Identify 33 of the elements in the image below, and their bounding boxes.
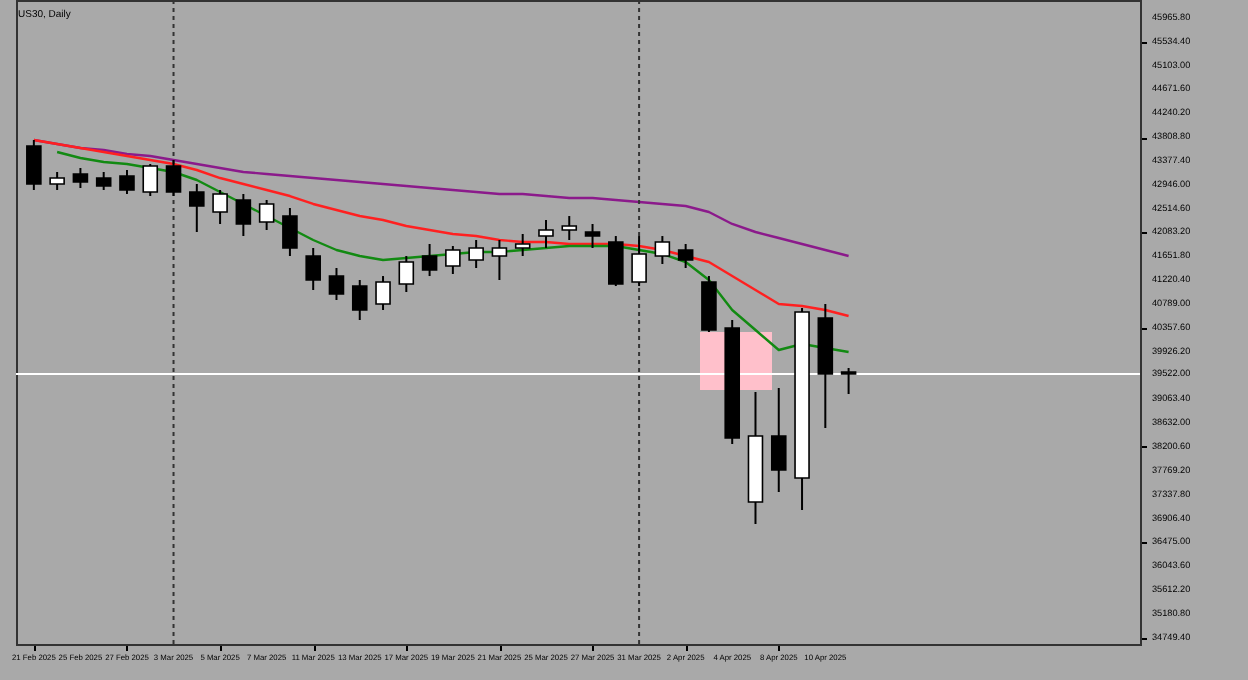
candlestick	[282, 207, 298, 258]
candlestick	[351, 279, 368, 322]
candlestick	[770, 387, 787, 494]
candlestick	[305, 247, 321, 292]
candlestick	[398, 255, 415, 293]
candlestick	[468, 239, 484, 270]
candlestick	[445, 245, 461, 275]
candlestick	[491, 239, 508, 282]
candlestick	[95, 170, 112, 192]
candlestick	[584, 222, 601, 250]
candlestick	[258, 199, 275, 232]
candlestick	[142, 162, 159, 198]
candlestick	[421, 242, 438, 278]
candlestick	[328, 267, 345, 302]
candlestick	[538, 219, 554, 250]
candlestick	[677, 242, 694, 270]
candlestick	[235, 192, 252, 238]
candlestick	[375, 275, 391, 312]
candlestick	[165, 159, 182, 198]
candlestick	[26, 139, 42, 192]
candlestick	[72, 167, 89, 190]
candlestick	[189, 182, 205, 233]
candlestick	[608, 235, 624, 288]
candlestick	[654, 235, 671, 265]
candlestick	[561, 215, 578, 242]
candlestick	[49, 170, 65, 192]
candlestick	[514, 232, 531, 258]
candlestick	[631, 235, 647, 288]
candlestick	[119, 169, 135, 195]
candlestick	[212, 189, 228, 225]
line-series	[55, 150, 850, 354]
line-series	[32, 138, 850, 318]
candlestick	[840, 367, 857, 395]
